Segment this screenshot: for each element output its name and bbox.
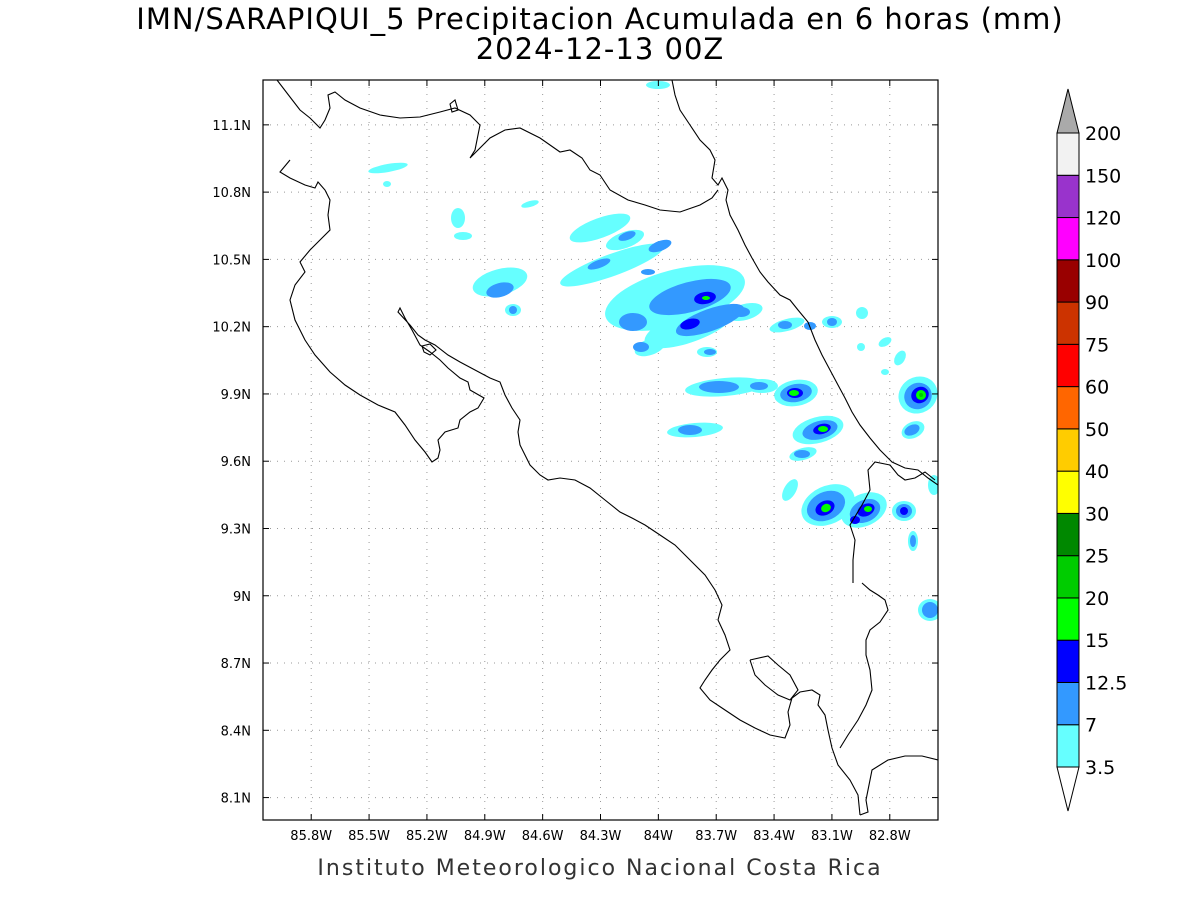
colorbar-level-label: 100 (1085, 250, 1121, 272)
precip-15mm (702, 296, 926, 513)
graticule (263, 80, 938, 820)
colorbar-swatch (1056, 217, 1080, 261)
y-tick-label: 11.1N (212, 119, 251, 134)
x-tick-label: 84.6W (522, 829, 564, 844)
colorbar-swatch (1056, 597, 1080, 641)
colorbar-swatch (1056, 681, 1080, 726)
x-tick-label: 85.5W (348, 829, 390, 844)
y-tick-label: 10.2N (212, 321, 251, 336)
x-tick-label: 85.8W (290, 829, 332, 844)
coastline-borders (276, 80, 938, 816)
colorbar-swatch (1056, 555, 1080, 599)
colorbar-level-label: 50 (1085, 419, 1109, 441)
colorbar-level-label: 20 (1085, 588, 1109, 610)
colorbar-swatch (1056, 174, 1080, 219)
colorbar-swatch (1056, 639, 1080, 683)
y-tick-label: 10.8N (212, 186, 251, 201)
colorbar-level-label: 7 (1085, 715, 1097, 737)
colorbar-swatch (1056, 470, 1080, 514)
colorbar-level-label: 12.5 (1085, 672, 1127, 694)
x-tick-label: 82.8W (869, 829, 911, 844)
colorbar-swatch (1056, 724, 1080, 768)
colorbar-swatch (1056, 301, 1080, 345)
colorbar-swatch (1056, 259, 1080, 303)
precipitation-field (368, 81, 938, 621)
map-datetime: 2024-12-13 00Z (475, 32, 725, 66)
colorbar-swatch (1056, 428, 1080, 472)
colorbar-max-arrow (1056, 88, 1080, 134)
colorbar: 3.5 7 12.5 15 20 25 30 40 50 60 75 90 100 120 150 200 (1056, 88, 1127, 812)
y-tick-label: 8.1N (221, 792, 251, 807)
colorbar-level-label: 25 (1085, 546, 1109, 568)
y-tick-label: 9.9N (221, 388, 251, 403)
colorbar-level-label: 90 (1085, 292, 1109, 314)
y-tick-label: 10.5N (212, 253, 251, 268)
x-tick-label: 85.2W (406, 829, 448, 844)
y-tick-label: 8.7N (221, 657, 251, 672)
x-tick-label: 83.7W (695, 829, 737, 844)
y-tick-label: 9.6N (221, 455, 251, 470)
footer-credit: Instituto Meteorologico Nacional Costa R… (317, 856, 883, 881)
colorbar-min-arrow (1056, 766, 1080, 812)
x-tick-label: 84.9W (464, 829, 506, 844)
colorbar-swatch (1056, 386, 1080, 430)
x-tick-label: 84W (644, 829, 674, 844)
axis-ticks: 85.8W 85.5W 85.2W 84.9W 84.6W 84.3W 84W 83.7W 83… (212, 80, 938, 844)
colorbar-level-label: 3.5 (1085, 757, 1115, 779)
y-tick-label: 9N (233, 590, 251, 605)
x-tick-label: 83.1W (811, 829, 853, 844)
x-tick-label: 83.4W (753, 829, 795, 844)
colorbar-level-label: 40 (1085, 461, 1109, 483)
colorbar-level-label: 150 (1085, 165, 1121, 187)
colorbar-level-label: 75 (1085, 334, 1109, 356)
map-title: IMN/SARAPIQUI_5 Precipitacion Acumulada … (136, 2, 1064, 36)
colorbar-swatch (1056, 132, 1080, 176)
plot-area (263, 80, 938, 820)
colorbar-level-label: 60 (1085, 377, 1109, 399)
colorbar-level-label: 15 (1085, 630, 1109, 652)
y-tick-label: 9.3N (221, 522, 251, 537)
colorbar-level-label: 120 (1085, 208, 1121, 230)
x-tick-label: 84.3W (580, 829, 622, 844)
precip-20mm (919, 393, 923, 397)
colorbar-swatch (1056, 343, 1080, 388)
colorbar-level-label: 30 (1085, 503, 1109, 525)
colorbar-level-label: 200 (1085, 123, 1121, 145)
y-tick-label: 8.4N (221, 724, 251, 739)
colorbar-swatch (1056, 512, 1080, 557)
